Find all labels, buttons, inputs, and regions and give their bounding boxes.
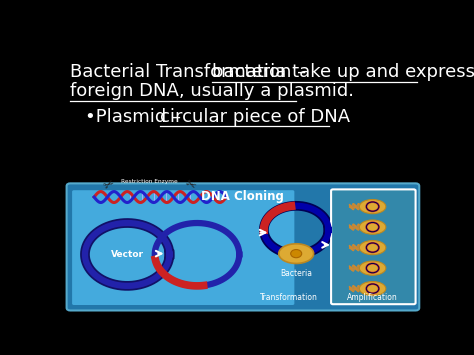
Ellipse shape	[359, 200, 386, 214]
Ellipse shape	[279, 244, 314, 263]
FancyBboxPatch shape	[72, 190, 294, 305]
Text: Bacterial Transformation –: Bacterial Transformation –	[70, 63, 312, 81]
Text: ✂: ✂	[182, 177, 198, 193]
Ellipse shape	[359, 261, 386, 275]
Text: •Plasmid –: •Plasmid –	[85, 108, 187, 126]
Text: ✂: ✂	[101, 177, 117, 193]
Ellipse shape	[359, 282, 386, 296]
Text: DNA Cloning: DNA Cloning	[201, 190, 284, 203]
FancyBboxPatch shape	[331, 189, 416, 304]
Text: Transformation: Transformation	[260, 293, 318, 302]
Ellipse shape	[359, 220, 386, 234]
Text: foreign DNA, usually a plasmid.: foreign DNA, usually a plasmid.	[70, 82, 354, 100]
FancyBboxPatch shape	[66, 184, 419, 311]
Text: circular piece of DNA: circular piece of DNA	[160, 108, 350, 126]
Circle shape	[291, 250, 301, 258]
Text: Bacteria: Bacteria	[280, 269, 312, 278]
Text: Restriction Enzyme: Restriction Enzyme	[121, 179, 178, 184]
Text: bacteria take up and express: bacteria take up and express	[212, 63, 474, 81]
Ellipse shape	[359, 240, 386, 255]
Text: Vector: Vector	[111, 250, 144, 259]
Text: Amplification: Amplification	[347, 293, 398, 302]
